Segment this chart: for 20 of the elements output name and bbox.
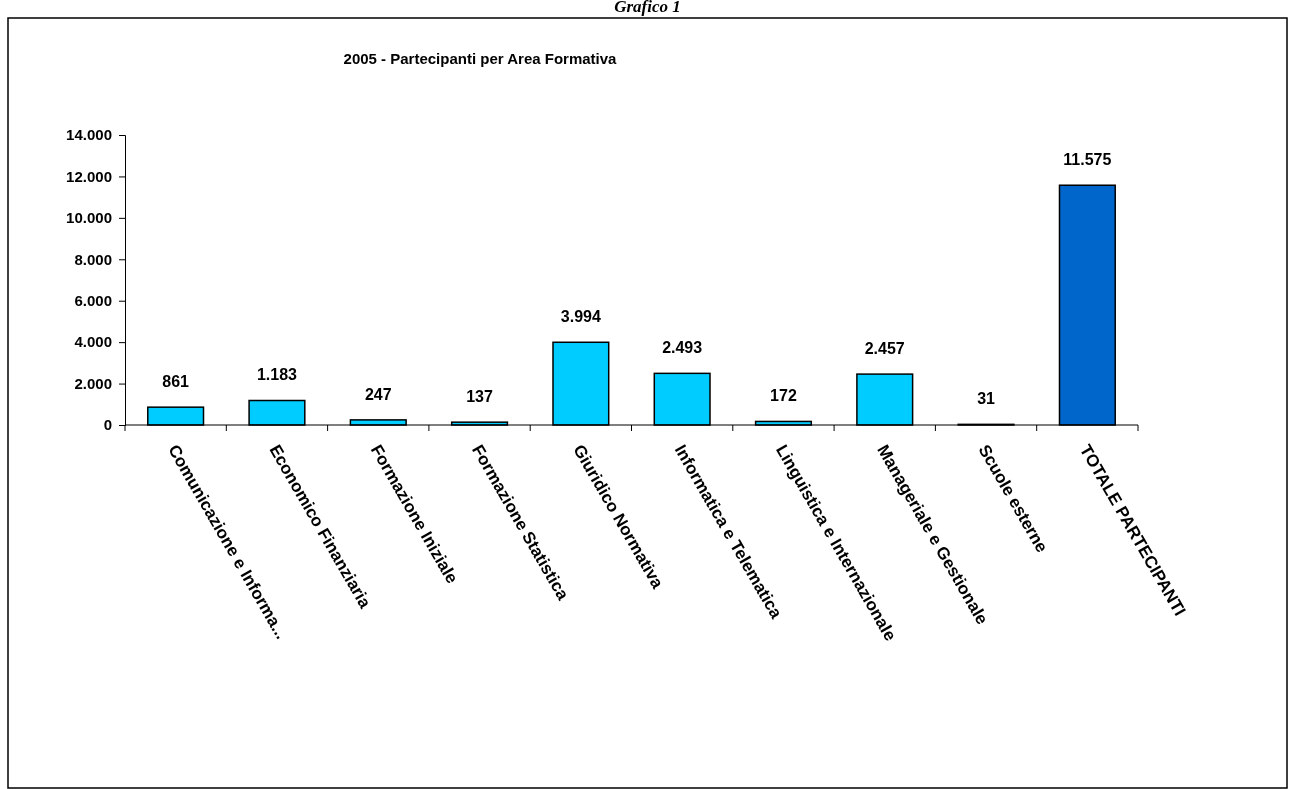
data-label: 247 [364,385,392,403]
y-tick-label: 12.000 [66,167,112,185]
y-tick-label: 0 [103,416,112,434]
data-label: 11.575 [1063,151,1112,169]
y-tick-label: 8.000 [74,250,112,268]
data-label: 172 [770,387,797,405]
data-label: 2.457 [864,340,905,358]
data-label: 1.183 [256,366,298,384]
data-label: 31 [977,390,996,408]
y-tick-label: 6.000 [74,292,112,310]
y-tick-label: 2.000 [74,374,112,392]
y-tick-label: 10.000 [66,209,112,227]
data-label: 137 [466,388,493,406]
chart-title: 2005 - Partecipanti per Area Formativa [343,50,618,67]
text: Grafico 1 [614,0,681,16]
data-label: 3.994 [560,308,601,326]
y-tick-label: 14.000 [66,126,112,144]
data-label: 861 [162,373,190,391]
data-label: 2.493 [662,339,703,357]
y-tick-label: 4.000 [74,333,112,351]
